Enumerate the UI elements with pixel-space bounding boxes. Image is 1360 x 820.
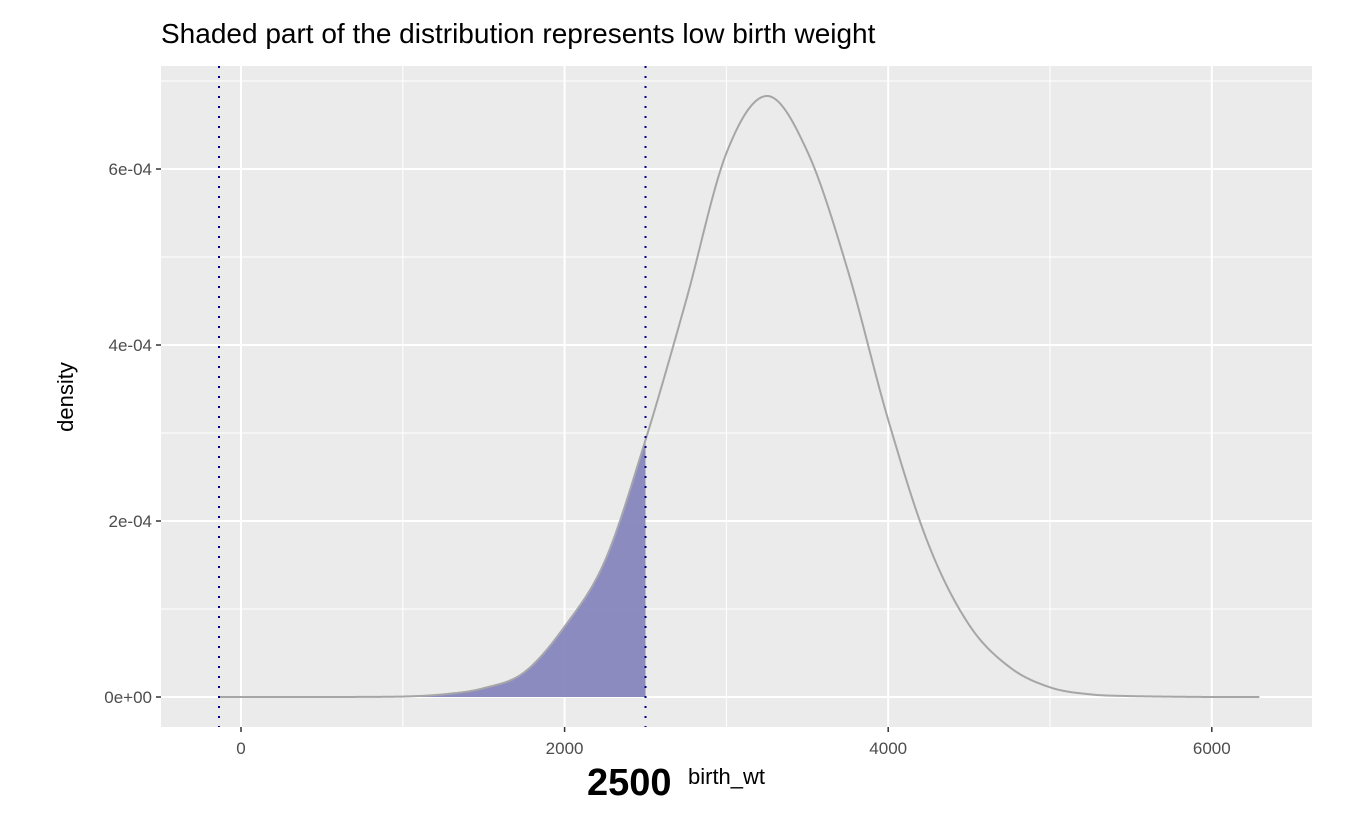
x-tick-label: 6000 bbox=[1193, 739, 1231, 758]
threshold-annotation: 2500 bbox=[587, 762, 672, 804]
x-axis-label: birth_wt bbox=[688, 764, 766, 789]
density-curve bbox=[218, 94, 1260, 698]
y-tick-label: 4e-04 bbox=[109, 336, 152, 355]
y-tick-label: 2e-04 bbox=[109, 512, 152, 531]
x-tick-label: 2000 bbox=[546, 739, 584, 758]
y-axis-label: density bbox=[53, 362, 78, 432]
chart-title: Shaded part of the distribution represen… bbox=[161, 18, 876, 49]
plot-panel bbox=[161, 66, 1312, 727]
x-tick-label: 4000 bbox=[869, 739, 907, 758]
x-tick-label: 0 bbox=[236, 739, 245, 758]
y-tick-label: 6e-04 bbox=[109, 160, 152, 179]
y-tick-label: 0e+00 bbox=[104, 688, 152, 707]
low-birth-weight-area bbox=[218, 440, 646, 697]
